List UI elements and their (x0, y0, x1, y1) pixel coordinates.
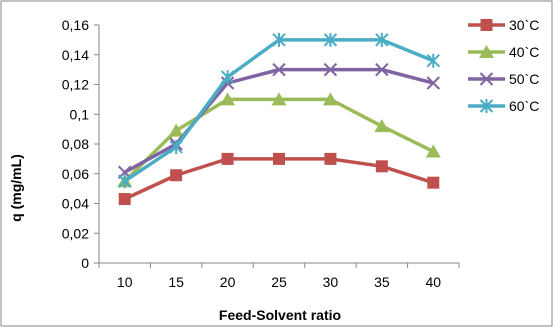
data-point (323, 62, 338, 77)
data-point (170, 169, 183, 182)
x-tick-label: 40 (425, 274, 441, 290)
data-point (221, 152, 234, 165)
legend-item: 60`C (468, 98, 539, 114)
legend-marker (479, 99, 494, 113)
legend-label: 30`C (509, 17, 539, 33)
x-tick-label: 20 (220, 274, 236, 290)
y-tick-label: 0,14 (62, 47, 89, 63)
x-axis-title: Feed-Solvent ratio (219, 307, 341, 323)
axes: 0 0,02 0,04 0,06 0,08 0,1 0,12 0,14 0,16 10 15 20 25… (62, 17, 460, 290)
data-point (375, 160, 388, 173)
legend-label: 40`C (509, 44, 539, 60)
legend-marker (480, 19, 493, 31)
legend-label: 50`C (509, 71, 539, 87)
data-point (220, 70, 235, 85)
legend-marker (479, 45, 494, 58)
legend-item: 40`C (468, 44, 539, 60)
data-point (118, 174, 132, 189)
y-tick-label: 0,12 (62, 77, 89, 93)
data-point (271, 92, 287, 106)
data-point (427, 176, 440, 189)
y-tick-label: 0,02 (62, 225, 89, 241)
series-1 (118, 152, 440, 206)
data-point (273, 152, 285, 165)
y-tick-label: 0,16 (62, 17, 89, 33)
y-axis-title: q (mg/mL) (8, 154, 24, 222)
series-group (117, 32, 441, 206)
data-point (375, 32, 389, 47)
data-point (324, 152, 337, 165)
data-point (272, 32, 286, 47)
legend: 30`C 40`C 50`C 60`C (468, 17, 539, 114)
legend-item: 30`C (468, 17, 539, 33)
y-tick-label: 0,04 (62, 196, 89, 212)
y-tick-label: 0,06 (62, 166, 89, 182)
x-tick-label: 10 (117, 274, 133, 290)
legend-item: 50`C (468, 71, 539, 87)
data-point (322, 92, 338, 106)
data-point (374, 119, 390, 133)
y-tick-label: 0,1 (70, 106, 90, 122)
x-tick-label: 15 (168, 274, 184, 290)
y-tick-label: 0 (81, 255, 89, 271)
data-point (169, 139, 183, 154)
data-point (323, 32, 338, 47)
series-4 (118, 32, 440, 189)
data-point (375, 62, 389, 77)
x-tick-label: 30 (323, 274, 339, 290)
legend-label: 60`C (509, 98, 539, 114)
x-tick-label: 25 (271, 274, 287, 290)
data-point (272, 62, 286, 77)
data-point (118, 193, 131, 206)
x-tick-label: 35 (374, 274, 390, 290)
legend-marker (479, 72, 494, 86)
data-point (220, 92, 236, 106)
data-point (426, 53, 440, 68)
y-tick-label: 0,08 (62, 136, 89, 152)
data-point (425, 144, 441, 158)
data-point (426, 76, 440, 90)
data-point (168, 123, 184, 137)
